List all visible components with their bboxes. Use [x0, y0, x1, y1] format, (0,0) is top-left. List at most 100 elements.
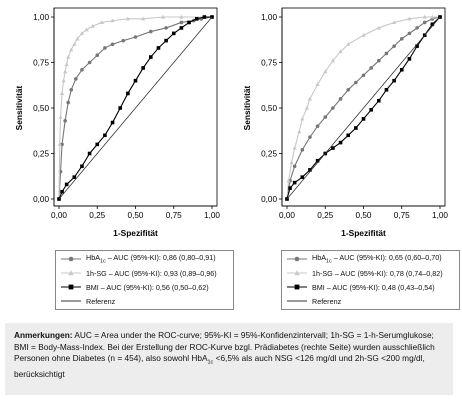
data-point — [304, 105, 309, 110]
legend-item-bmi: BMI – AUC (95%-KI): 0,48 (0,43–0,54) — [286, 282, 435, 292]
data-point — [164, 38, 168, 43]
data-point — [164, 26, 168, 30]
legend-line-icon — [287, 300, 307, 302]
legend-item-referenz: Referenz — [60, 296, 115, 306]
legend-item-1h-sg: 1h-SG – AUC (95%-KI): 0,93 (0,89–0,96) — [60, 268, 217, 278]
y-axis-title: Sensitivität — [242, 85, 252, 130]
data-point — [392, 78, 396, 83]
y-tick-label: 0,00 — [33, 195, 49, 204]
data-point — [346, 133, 350, 138]
data-point — [361, 33, 366, 37]
series-3 — [285, 15, 442, 201]
data-point — [315, 124, 320, 128]
y-axis-title: Sensitivität — [14, 85, 24, 130]
data-point — [149, 29, 153, 34]
data-point — [392, 44, 396, 48]
data-point — [430, 22, 435, 27]
legend-label: 1h-SG – AUC (95%-KI): 0,78 (0,74–0,82) — [312, 268, 443, 278]
x-tick-label: 0,25 — [89, 211, 105, 220]
x-tick-label: 0,25 — [317, 211, 333, 220]
y-tick-label: 0,25 — [33, 150, 49, 159]
data-point — [407, 57, 412, 61]
data-point — [297, 129, 302, 134]
x-tick-label: 0,00 — [279, 211, 295, 220]
data-point — [286, 178, 291, 183]
y-tick-label: 1,00 — [261, 13, 277, 22]
data-point — [60, 189, 64, 194]
legend-right: HbA1c – AUC (95%-KI): 0,65 (0,60–0,70) 1… — [281, 250, 460, 310]
legend-line-icon — [61, 300, 81, 302]
roc-charts: 0,000,000,250,250,500,500,750,751,001,00… — [14, 7, 448, 238]
x-tick-label: 0,00 — [51, 211, 67, 220]
legend-label: HbA1c – AUC (95%-KI): 0,86 (0,80–0,91) — [86, 253, 216, 265]
legend-triangle-icon — [287, 270, 307, 276]
data-point — [354, 80, 358, 85]
data-point — [66, 100, 70, 105]
data-point — [331, 146, 335, 150]
legend-square-icon — [287, 284, 307, 290]
data-point — [66, 54, 71, 59]
data-point — [407, 31, 412, 36]
data-point — [110, 120, 115, 125]
data-point — [384, 88, 389, 92]
x-tick-label: 0,75 — [166, 211, 182, 220]
data-point — [149, 55, 153, 59]
legend-item-1h-sg: 1h-SG – AUC (95%-KI): 0,78 (0,74–0,82) — [286, 268, 443, 278]
data-point — [87, 60, 92, 65]
x-tick-label: 0,50 — [128, 211, 144, 220]
data-point — [422, 20, 427, 25]
series-line — [286, 16, 441, 200]
legend-item-hba1c: HbA1c – AUC (95%-KI): 0,65 (0,60–0,70) — [286, 253, 442, 265]
data-point — [74, 77, 78, 81]
data-point — [369, 66, 373, 70]
data-point — [407, 16, 412, 21]
legend-label: 1h-SG – AUC (95%-KI): 0,93 (0,89–0,96) — [86, 268, 217, 278]
notes-text-end: <6,5% als auch NSG <126 mg/dl und 2h-SG … — [14, 353, 425, 380]
notes-text: AUC = Area under the ROC-curve; 95%-KI =… — [14, 330, 435, 364]
data-point — [331, 106, 335, 110]
data-point — [300, 175, 305, 179]
series-4 — [58, 16, 213, 200]
y-tick-label: 0,75 — [261, 59, 277, 68]
data-point — [338, 97, 343, 101]
data-point — [57, 142, 62, 146]
series-line — [286, 16, 441, 200]
legend-left: HbA1c – AUC (95%-KI): 0,86 (0,80–0,91) 1… — [55, 250, 234, 310]
data-point — [99, 20, 104, 25]
data-point — [422, 14, 427, 19]
series-line — [58, 16, 213, 200]
series-line — [58, 16, 213, 200]
data-point — [160, 14, 166, 19]
data-point — [171, 31, 176, 36]
data-point — [377, 58, 381, 63]
x-tick-label: 0,75 — [394, 211, 410, 220]
y-tick-label: 0,50 — [33, 104, 49, 113]
data-point — [430, 14, 435, 19]
legend-label: HbA1c – AUC (95%-KI): 0,65 (0,60–0,70) — [312, 253, 442, 265]
data-point — [110, 42, 115, 47]
y-tick-label: 0,25 — [261, 150, 277, 159]
notes-label: Anmerkungen: — [14, 330, 73, 340]
data-point — [346, 42, 351, 46]
data-point — [118, 106, 122, 110]
data-point — [179, 14, 184, 19]
data-point — [141, 16, 146, 21]
data-point — [121, 38, 126, 43]
legend-item-hba1c: HbA1c – AUC (95%-KI): 0,86 (0,80–0,91) — [60, 253, 216, 265]
data-point — [63, 69, 68, 74]
data-point — [415, 26, 419, 30]
chart-panel-2: 0,000,00 0,25 0,25 0,50 0,50 0,75 0,75 1,00 1,00… — [242, 7, 448, 238]
data-point — [323, 69, 328, 74]
data-point — [72, 42, 77, 46]
x-axis-title: 1-Spezifität — [341, 228, 386, 238]
data-point — [399, 67, 404, 72]
data-point — [354, 126, 358, 130]
data-point — [75, 36, 80, 41]
data-point — [72, 175, 77, 179]
legend-circle-icon — [61, 256, 81, 262]
y-tick-label: 0,50 — [261, 104, 277, 113]
data-point — [69, 47, 74, 52]
legend-circle-icon — [287, 256, 307, 262]
y-tick-label: 0,75 — [33, 59, 49, 68]
y-tick-label: 0,00 — [261, 195, 277, 204]
